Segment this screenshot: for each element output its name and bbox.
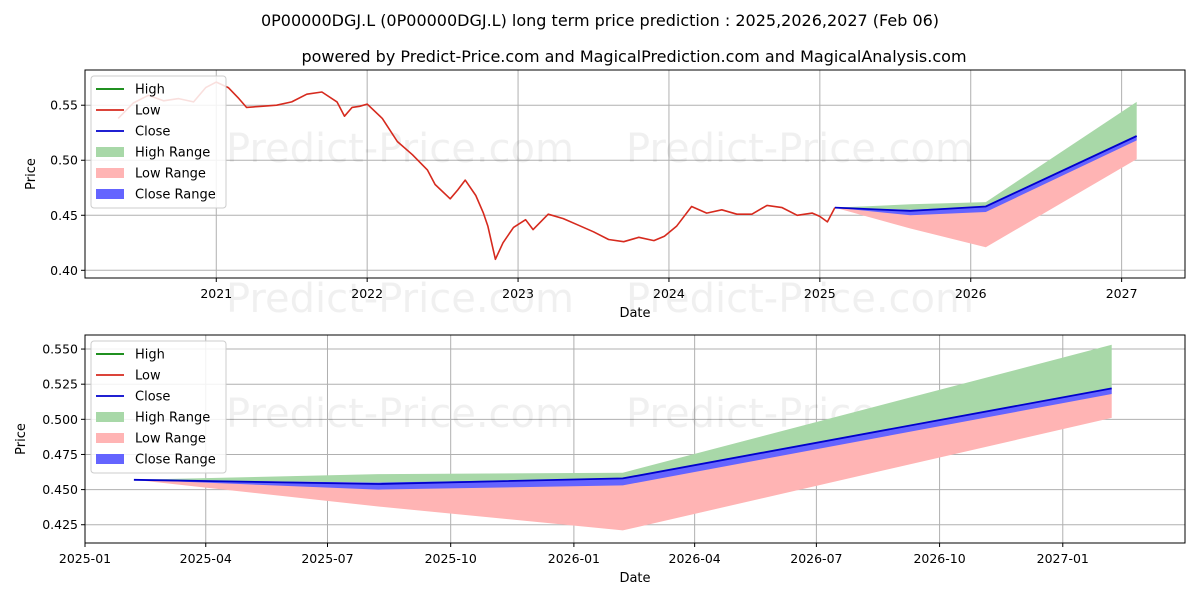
low-price-line: [117, 81, 836, 261]
legend-label: Low: [135, 369, 161, 384]
x-tick-label: 2027: [1106, 286, 1138, 301]
x-tick-label: 2026-07: [790, 551, 842, 566]
plot-frame: [84, 69, 1186, 279]
legend-label: Close: [135, 390, 170, 405]
legend-label: Low Range: [135, 432, 206, 447]
y-tick-label: 0.50: [50, 153, 78, 168]
top-panel: Predict-Price.com Predict-Price.com Predic…: [24, 69, 1186, 322]
plot-frame: [84, 334, 1186, 544]
x-axis-label: Date: [619, 306, 650, 321]
y-tick-label: 0.45: [50, 208, 78, 223]
x-tick-label: 2023: [502, 286, 534, 301]
low-range-band: [834, 136, 1137, 248]
x-tick-label: 2026-01: [548, 551, 600, 566]
x-tick-label: 2026: [955, 286, 987, 301]
x-tick-label: 2025: [804, 286, 836, 301]
x-tick-label: 2025-01: [59, 551, 111, 566]
x-axis-label: Date: [619, 571, 650, 586]
x-tick-label: 2021: [200, 286, 232, 301]
legend-swatch-patch: [96, 147, 124, 157]
close-forecast-line: [834, 135, 1138, 212]
x-tick-label: 2025-07: [301, 551, 353, 566]
y-tick-label: 0.550: [42, 342, 78, 357]
y-tick-label: 0.425: [42, 517, 78, 532]
legend-swatch-patch: [96, 168, 124, 178]
watermark-text: Predict-Price.com: [226, 391, 574, 437]
y-tick-label: 0.40: [50, 263, 78, 278]
legend-box: [90, 75, 227, 209]
watermark-text: Predict-Price.com: [226, 126, 574, 172]
x-tick-label: 2025-04: [180, 551, 232, 566]
plot-area: [85, 70, 1185, 278]
x-tick-label: 2022: [351, 286, 383, 301]
y-axis-label: Price: [14, 423, 29, 455]
x-tick-label: 2026-04: [669, 551, 721, 566]
y-tick-label: 0.500: [42, 412, 78, 427]
chart-subtitle: powered by Predict-Price.com and Magical…: [301, 47, 966, 66]
low-range-band: [133, 388, 1112, 531]
legend-label: Close Range: [135, 453, 216, 468]
high-range-band: [133, 344, 1112, 483]
x-tick-label: 2024: [653, 286, 685, 301]
y-tick-label: 0.475: [42, 447, 78, 462]
legend-label: Close Range: [135, 188, 216, 203]
chart-title: 0P00000DGJ.L (0P00000DGJ.L) long term pr…: [261, 11, 939, 30]
x-tick-label: 2027-01: [1037, 551, 1089, 566]
x-tick-label: 2026-10: [913, 551, 965, 566]
watermark-text: Predict-Price.com: [626, 126, 974, 172]
legend-swatch-patch: [96, 189, 124, 199]
bottom-panel: Predict-Price.com Predict-Price.com2025-0…: [14, 334, 1186, 586]
legend-label: Close: [135, 125, 170, 140]
y-tick-label: 0.55: [50, 98, 78, 113]
legend-label: High: [135, 348, 165, 363]
legend-label: High: [135, 83, 165, 98]
close-forecast-line: [133, 387, 1112, 485]
legend-swatch-patch: [96, 454, 124, 464]
y-tick-label: 0.525: [42, 377, 78, 392]
legend-label: Low Range: [135, 167, 206, 182]
legend-box: [90, 340, 227, 474]
legend-label: High Range: [135, 146, 210, 161]
legend-swatch-patch: [96, 412, 124, 422]
watermark-text: Predict-Price.com: [226, 276, 574, 322]
y-axis-label: Price: [24, 158, 39, 190]
watermark-text: Predict-Price.com: [626, 276, 974, 322]
y-tick-label: 0.450: [42, 482, 78, 497]
legend-swatch-patch: [96, 433, 124, 443]
x-tick-label: 2025-10: [425, 551, 477, 566]
high-range-band: [834, 101, 1137, 210]
legend-label: High Range: [135, 411, 210, 426]
legend-label: Low: [135, 104, 161, 119]
